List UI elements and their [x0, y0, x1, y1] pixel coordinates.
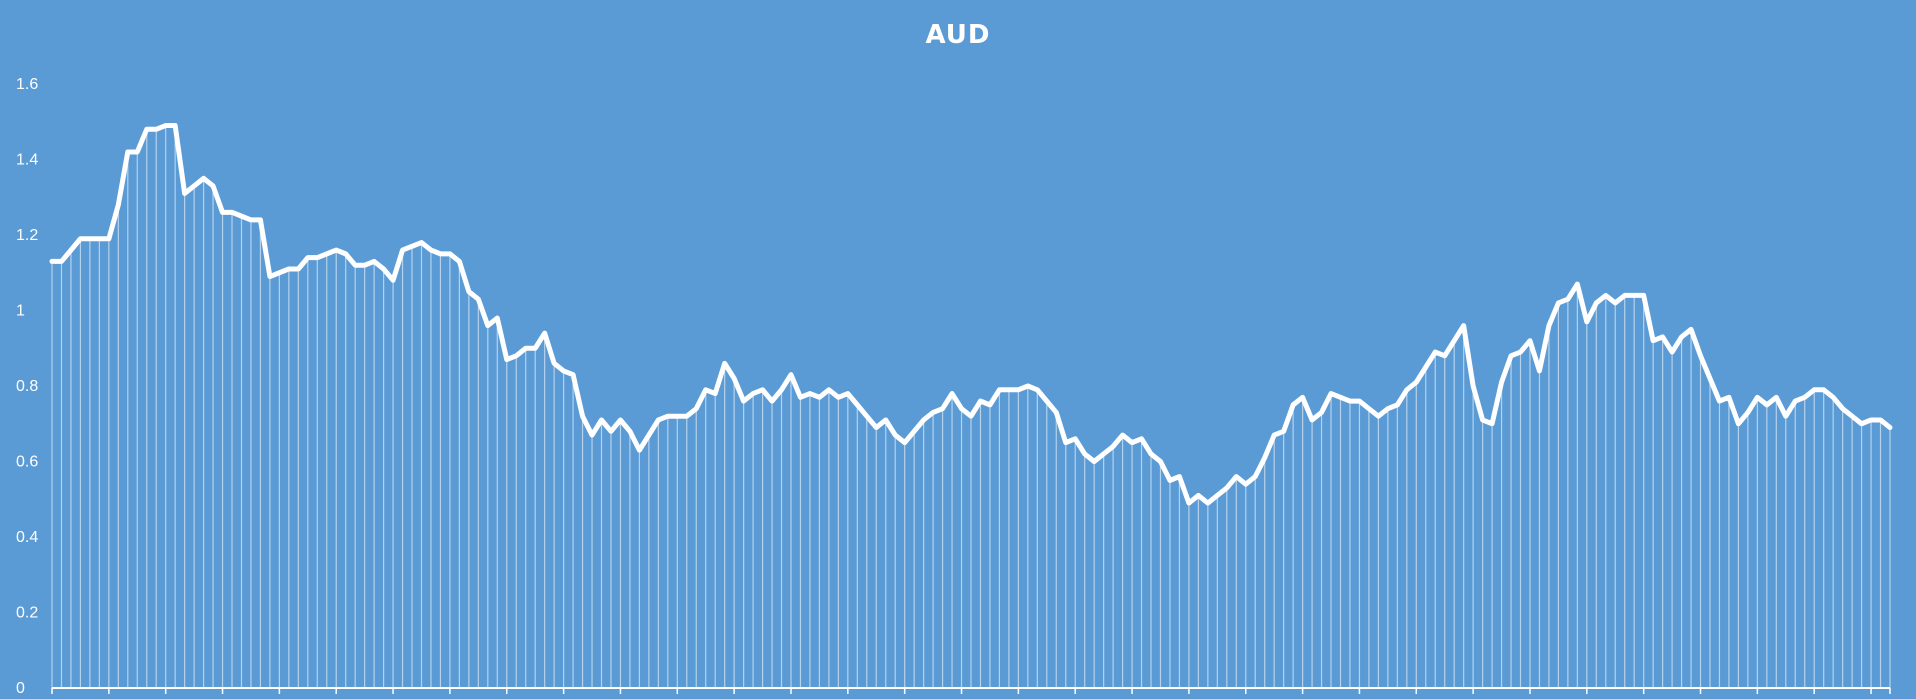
chart-title: AUD — [925, 20, 991, 50]
y-axis-labels: 0 0.2 0.4 0.6 0.8 1 1.2 1.4 1.6 — [16, 76, 38, 697]
series-line — [49, 123, 1893, 506]
y-tick-label: 0.4 — [16, 529, 38, 546]
y-tick-label: 0.6 — [16, 454, 38, 471]
series-group — [49, 123, 1893, 506]
y-tick-label: 0.2 — [16, 605, 38, 622]
y-tick-label: 1.2 — [16, 227, 38, 244]
drop-lines — [51, 125, 1891, 688]
y-tick-label: 1.4 — [16, 152, 38, 169]
y-tick-label: 1.6 — [16, 76, 38, 93]
y-tick-label: 1 — [16, 303, 25, 320]
y-tick-label: 0 — [16, 680, 25, 697]
y-tick-label: 0.8 — [16, 378, 38, 395]
x-axis — [51, 687, 1891, 694]
